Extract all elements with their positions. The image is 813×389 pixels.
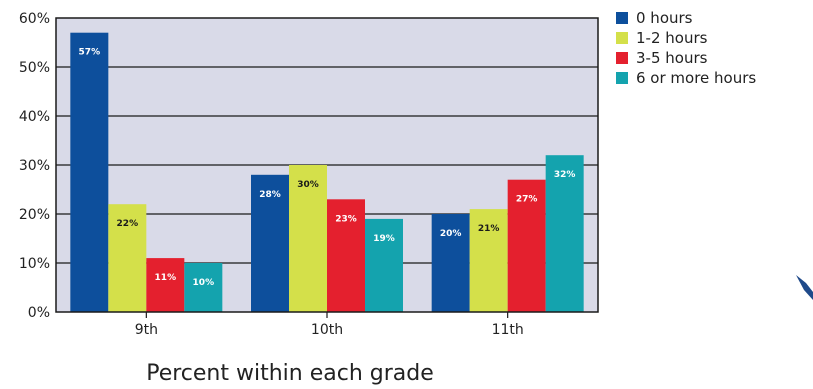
data-label: 19%	[373, 234, 395, 244]
bars	[70, 32, 584, 312]
x-tick-label: 10th	[311, 322, 343, 338]
data-label: 11%	[155, 273, 177, 283]
data-label: 27%	[516, 195, 538, 205]
legend-swatch	[616, 52, 628, 64]
y-tick-label: 30%	[19, 158, 50, 174]
legend-label: 3-5 hours	[636, 49, 708, 67]
data-label: 28%	[259, 190, 281, 200]
data-label: 22%	[117, 219, 139, 229]
legend-label: 0 hours	[636, 9, 693, 27]
bar	[327, 199, 365, 312]
bar	[507, 179, 546, 312]
y-tick-label: 60%	[19, 11, 50, 27]
y-tick-label: 50%	[19, 60, 50, 76]
data-label: 21%	[478, 224, 500, 234]
legend-swatch	[616, 72, 628, 84]
y-axis: 0% 10% 20% 30% 40% 50% 60%	[19, 11, 50, 321]
partial-logo-icon	[796, 275, 813, 300]
bar	[545, 155, 584, 312]
x-axis: 9th 10th 11th	[135, 312, 524, 338]
x-tick-label: 9th	[135, 322, 158, 338]
y-tick-label: 0%	[28, 305, 50, 321]
legend: 0 hours 1-2 hours 3-5 hours 6 or more hours	[616, 9, 756, 87]
bar	[469, 209, 508, 312]
legend-swatch	[616, 32, 628, 44]
data-labels: 57% 22% 11% 10% 28% 30% 23% 19% 20% 21% 27% 32%	[79, 48, 576, 288]
y-tick-label: 10%	[19, 256, 50, 272]
data-label: 30%	[297, 180, 319, 190]
bar	[289, 165, 327, 312]
data-label: 32%	[554, 170, 576, 180]
legend-label: 6 or more hours	[636, 69, 756, 87]
data-label: 23%	[335, 214, 357, 224]
data-label: 20%	[440, 229, 462, 239]
bar	[146, 258, 185, 312]
bar	[70, 32, 109, 312]
bar	[431, 214, 470, 312]
data-label: 57%	[79, 48, 101, 58]
legend-swatch	[616, 12, 628, 24]
bar	[184, 263, 223, 312]
bar	[251, 174, 289, 312]
bar	[365, 218, 403, 312]
x-tick-label: 11th	[492, 322, 524, 338]
y-tick-label: 40%	[19, 109, 50, 125]
legend-label: 1-2 hours	[636, 29, 708, 47]
data-label: 10%	[193, 278, 215, 288]
bar	[108, 204, 147, 312]
y-tick-label: 20%	[19, 207, 50, 223]
x-axis-title: Percent within each grade	[146, 361, 434, 386]
